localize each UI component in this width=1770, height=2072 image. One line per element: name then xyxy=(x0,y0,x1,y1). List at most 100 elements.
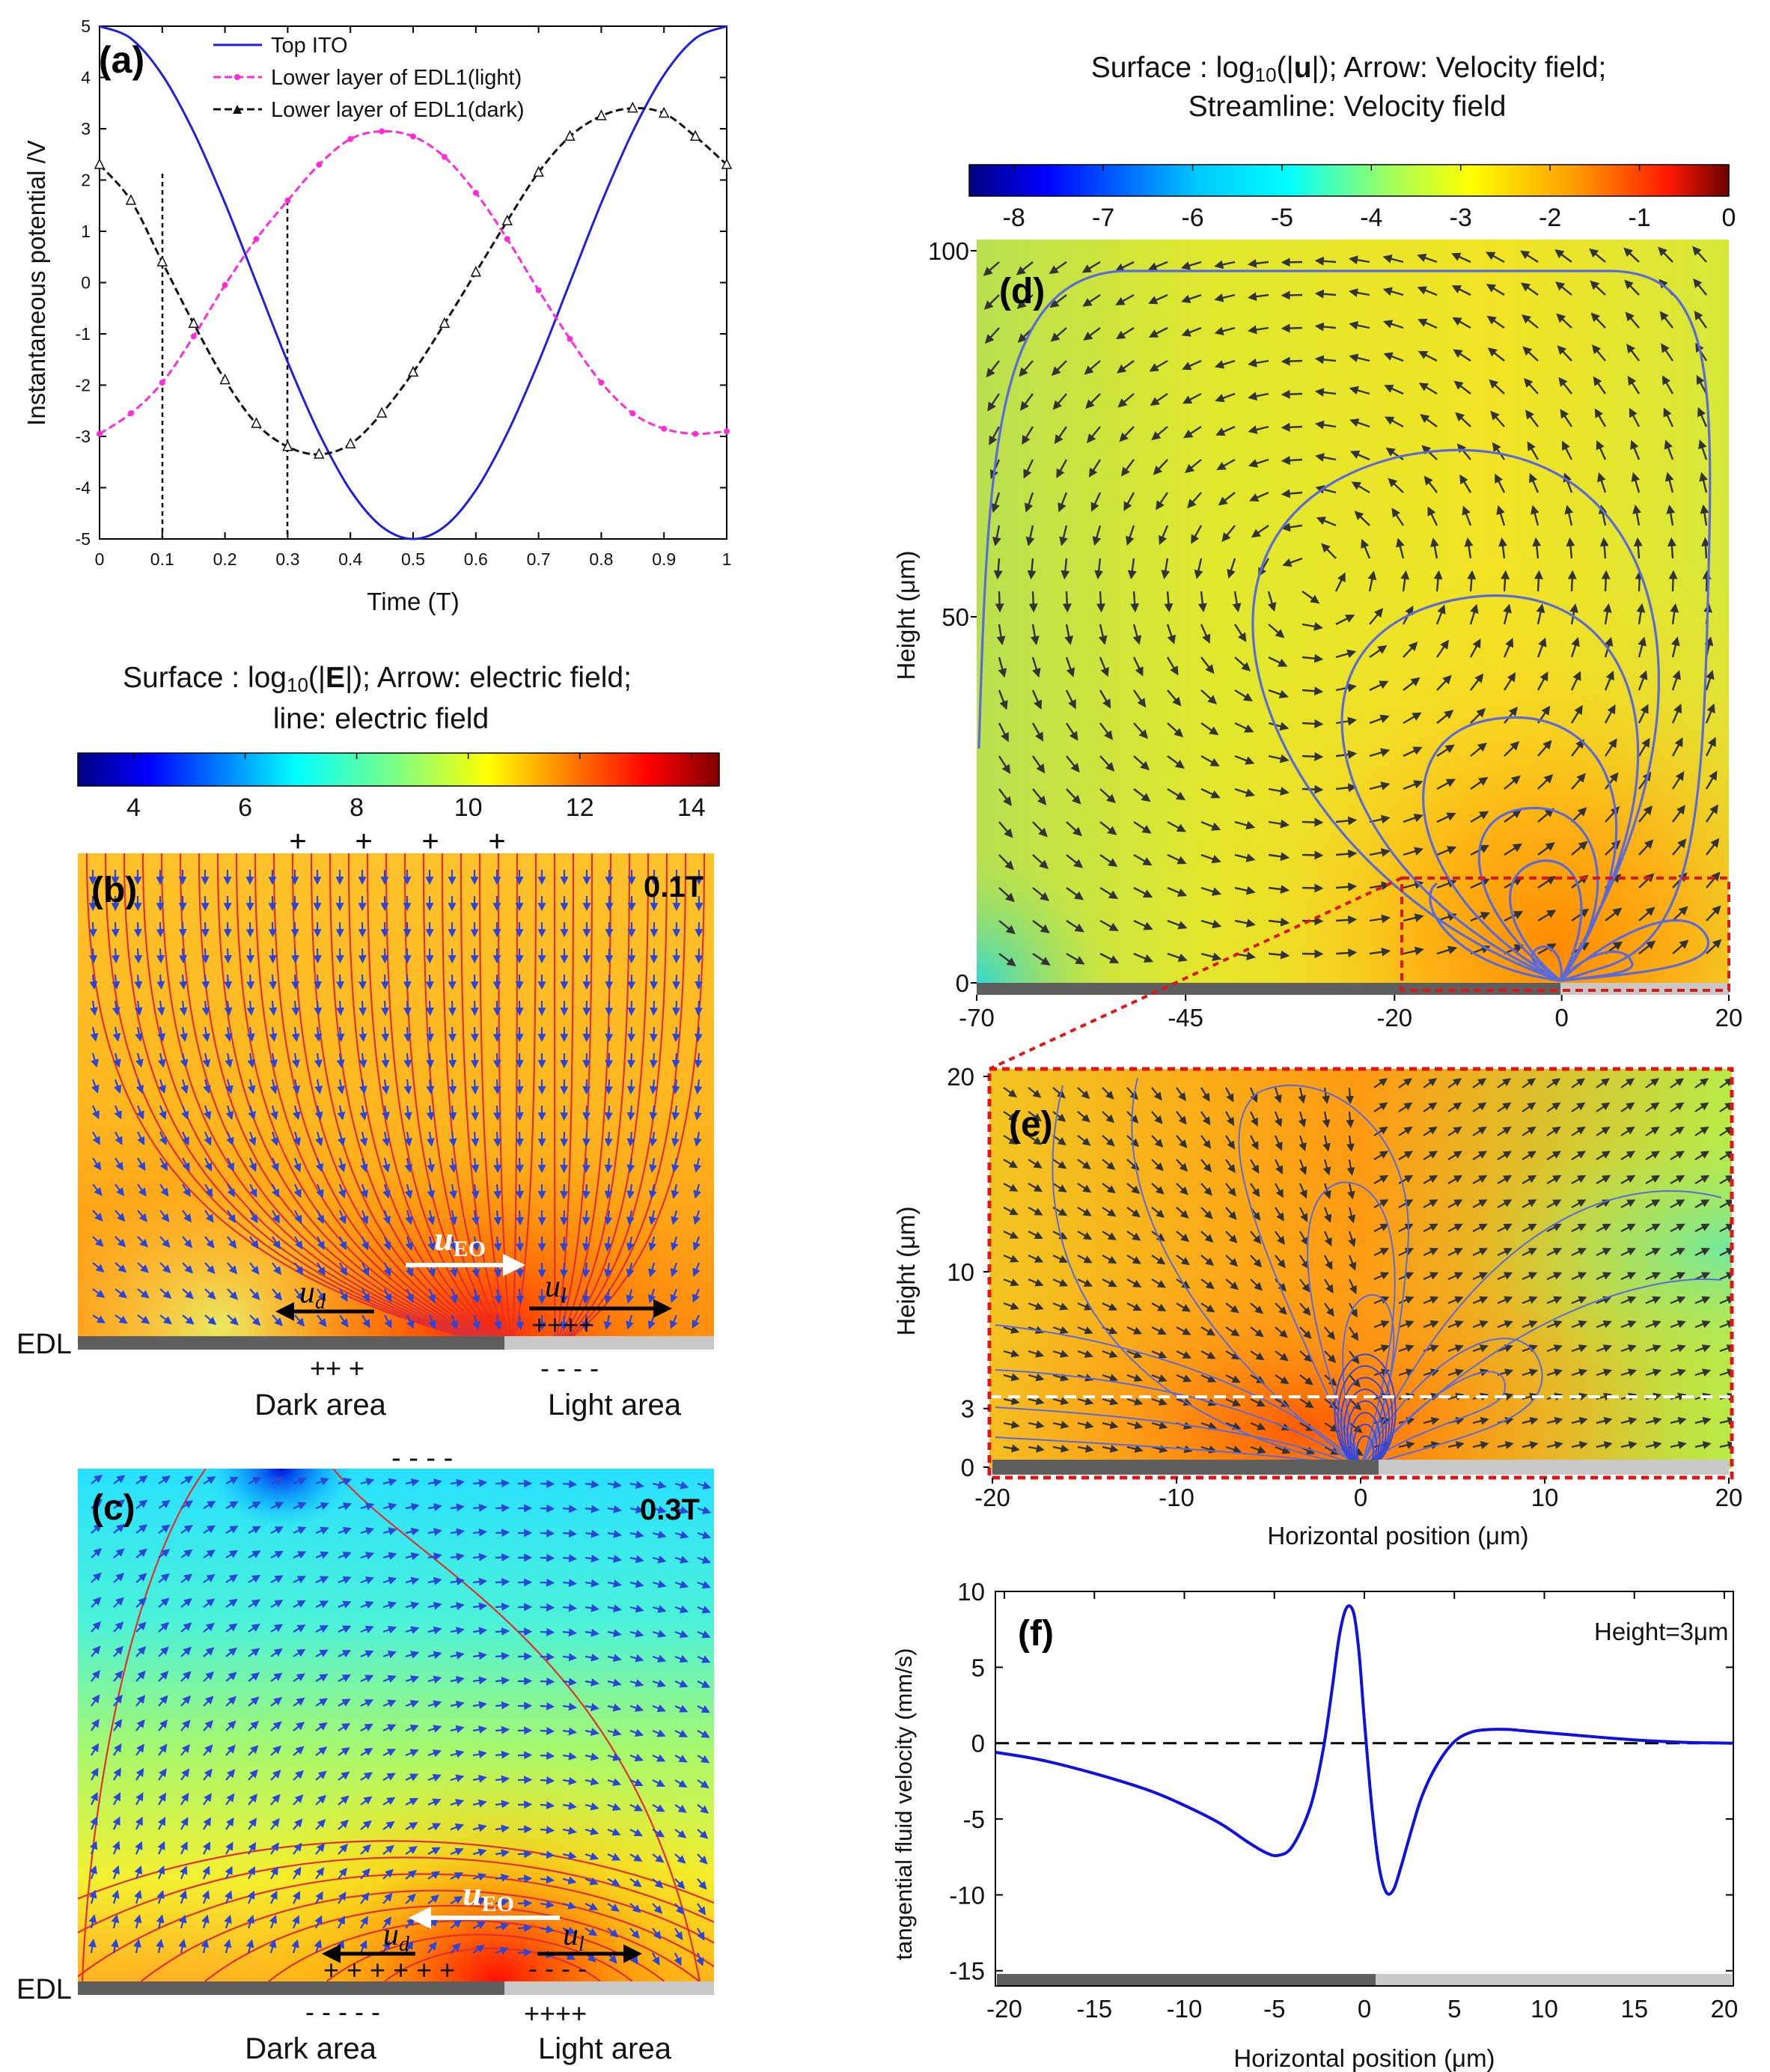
panel-b-field-arrow xyxy=(159,1210,170,1222)
panel-c-field-arrow xyxy=(270,1600,284,1608)
panel-b-field-arrow xyxy=(404,1183,413,1199)
panel-c-field-arrow xyxy=(203,1793,212,1806)
panel-c-field-arrow xyxy=(158,1719,168,1731)
panel-e-velocity-arrow xyxy=(1346,1087,1355,1105)
panel-c-field-line xyxy=(78,1873,714,1978)
panel-b-field-arrow xyxy=(156,1000,165,1016)
panel-b-field-arrow xyxy=(382,1105,390,1121)
panel-c-field-arrow xyxy=(246,1914,254,1929)
panel-c-field-arrow xyxy=(203,1695,214,1707)
panel-e-xtick-label: -20 xyxy=(974,1484,1010,1511)
panel-b-title-line2: line: electric field xyxy=(273,703,489,735)
panel-c-field-arrow xyxy=(180,1792,189,1806)
panel-b-field-arrow xyxy=(112,948,120,964)
panel-b-field-arrow xyxy=(692,1314,700,1329)
panel-a-point-edl-dark xyxy=(470,266,482,277)
panel-b-field-arrow xyxy=(650,974,659,990)
panel-a-point-edl-light xyxy=(472,189,479,196)
panel-b-field-arrow xyxy=(383,1236,391,1251)
panel-b-field-arrow xyxy=(582,1079,591,1095)
panel-b-field-arrow xyxy=(604,1105,613,1121)
panel-c-field-arrow xyxy=(315,1819,326,1830)
panel-b-field-arrow xyxy=(159,1183,169,1197)
panel-b-field-line xyxy=(422,853,503,1336)
panel-b-field-arrow xyxy=(204,1131,212,1146)
panel-b-field-arrow xyxy=(272,1262,281,1276)
panel-b-field-arrow xyxy=(245,948,254,964)
panel-f-xtick-label: 20 xyxy=(1711,1995,1739,2023)
panel-b-field-arrow xyxy=(626,1262,635,1278)
panel-b-field-arrow xyxy=(314,1026,323,1043)
panel-b-field-arrow xyxy=(294,1262,304,1276)
panel-b-field-arrow xyxy=(338,1157,346,1173)
panel-b-field-arrow xyxy=(314,1052,323,1068)
panel-b-field-arrow xyxy=(227,1314,239,1326)
panel-c-field-arrow xyxy=(90,1791,98,1806)
panel-c-field-arrow xyxy=(133,1939,141,1954)
panel-c-field-arrow xyxy=(495,1479,510,1488)
panel-c-field-arrow xyxy=(338,1698,351,1707)
panel-c-field-arrow xyxy=(315,1746,328,1756)
panel-b-field-arrow xyxy=(159,1314,173,1325)
panel-b-field-arrow xyxy=(604,1131,613,1148)
panel-b-field-arrow xyxy=(92,1236,104,1247)
panel-c-field-arrow xyxy=(540,1677,555,1686)
panel-b-field-arrow xyxy=(224,1026,233,1042)
panel-c-field-arrow xyxy=(270,1575,284,1583)
panel-b-field-arrow xyxy=(315,1131,323,1147)
panel-a-x-ticks: 0 0.1 0.2 0.3 0.4 0.5 0.6 0.7 0.8 0.9 1 xyxy=(95,26,731,569)
panel-a-point-edl-dark xyxy=(564,130,576,141)
panel-e-dark-electrode xyxy=(992,1460,1379,1475)
panel-c-field-arrow xyxy=(270,1550,284,1558)
panel-c-field-arrow xyxy=(201,1890,210,1904)
panel-c-field-arrow xyxy=(293,1770,305,1781)
panel-a-point-edl-light xyxy=(504,236,510,243)
panel-f-label: (f) xyxy=(1018,1614,1054,1654)
panel-c-field-arrow xyxy=(338,1771,350,1781)
panel-c-field-arrow xyxy=(203,1573,216,1583)
panel-b-field-arrow xyxy=(382,1157,391,1173)
panel-b-field-arrow xyxy=(582,1183,590,1200)
panel-c-field-arrow xyxy=(91,1767,99,1781)
panel-b-field-arrow xyxy=(227,1183,235,1198)
panel-c-field-arrow xyxy=(225,1550,239,1558)
panel-b-field-arrow xyxy=(89,974,98,990)
panel-d-velocity-arrow xyxy=(1601,570,1611,592)
panel-e: (e) 20 10 3 0 -20 -10 0 10 20 Horizontal positi… xyxy=(892,1063,1742,1550)
panel-d-label: (d) xyxy=(999,272,1045,311)
panel-a-point-edl-dark xyxy=(501,214,513,226)
panel-a-point-edl-light xyxy=(97,430,103,437)
panel-c-field-arrow xyxy=(540,1529,555,1538)
panel-b-field-arrow xyxy=(339,1288,348,1302)
panel-a-point-edl-light xyxy=(441,153,448,160)
panel-b-field-arrow xyxy=(182,1157,190,1171)
panel-b-field-arrow xyxy=(91,1105,100,1120)
panel-b-light-charges: - - - - xyxy=(540,1353,599,1383)
panel-b-field-arrow xyxy=(516,1236,525,1252)
panel-c-field-arrow xyxy=(338,1576,352,1584)
panel-b-field-arrow xyxy=(204,1236,215,1249)
panel-c-field-arrow xyxy=(179,1889,187,1904)
panel-c-field-arrow xyxy=(88,1939,97,1954)
panel-c-field-arrow xyxy=(293,1866,302,1880)
panel-b-field-arrow xyxy=(158,1079,167,1094)
panel-b-field-arrow xyxy=(292,1079,301,1094)
panel-b-field-arrow xyxy=(471,1131,480,1148)
panel-b-field-arrow xyxy=(648,1262,656,1278)
panel-a-point-edl-light xyxy=(724,428,730,435)
panel-d-colorbar-tick-label: 0 xyxy=(1722,204,1736,232)
panel-b-field-arrow xyxy=(582,1052,591,1069)
panel-b-field-arrow xyxy=(582,1131,591,1148)
panel-a-point-edl-dark xyxy=(627,101,638,113)
panel-b-field-arrow xyxy=(605,1052,614,1069)
panel-d-velocity-arrow xyxy=(995,591,1004,613)
panel-e-ytick-label: 0 xyxy=(961,1454,974,1481)
panel-b-field-arrow xyxy=(269,974,278,990)
panel-c-field-arrow xyxy=(112,1865,120,1880)
panel-b-field-arrow xyxy=(159,1131,167,1146)
panel-b-field-arrow xyxy=(648,1183,657,1199)
panel-b-field-arrow xyxy=(582,1105,591,1121)
panel-c-field-arrow xyxy=(225,1476,239,1484)
panel-a-point-edl-light xyxy=(535,287,542,293)
panel-e-ytick-label: 3 xyxy=(961,1395,974,1423)
